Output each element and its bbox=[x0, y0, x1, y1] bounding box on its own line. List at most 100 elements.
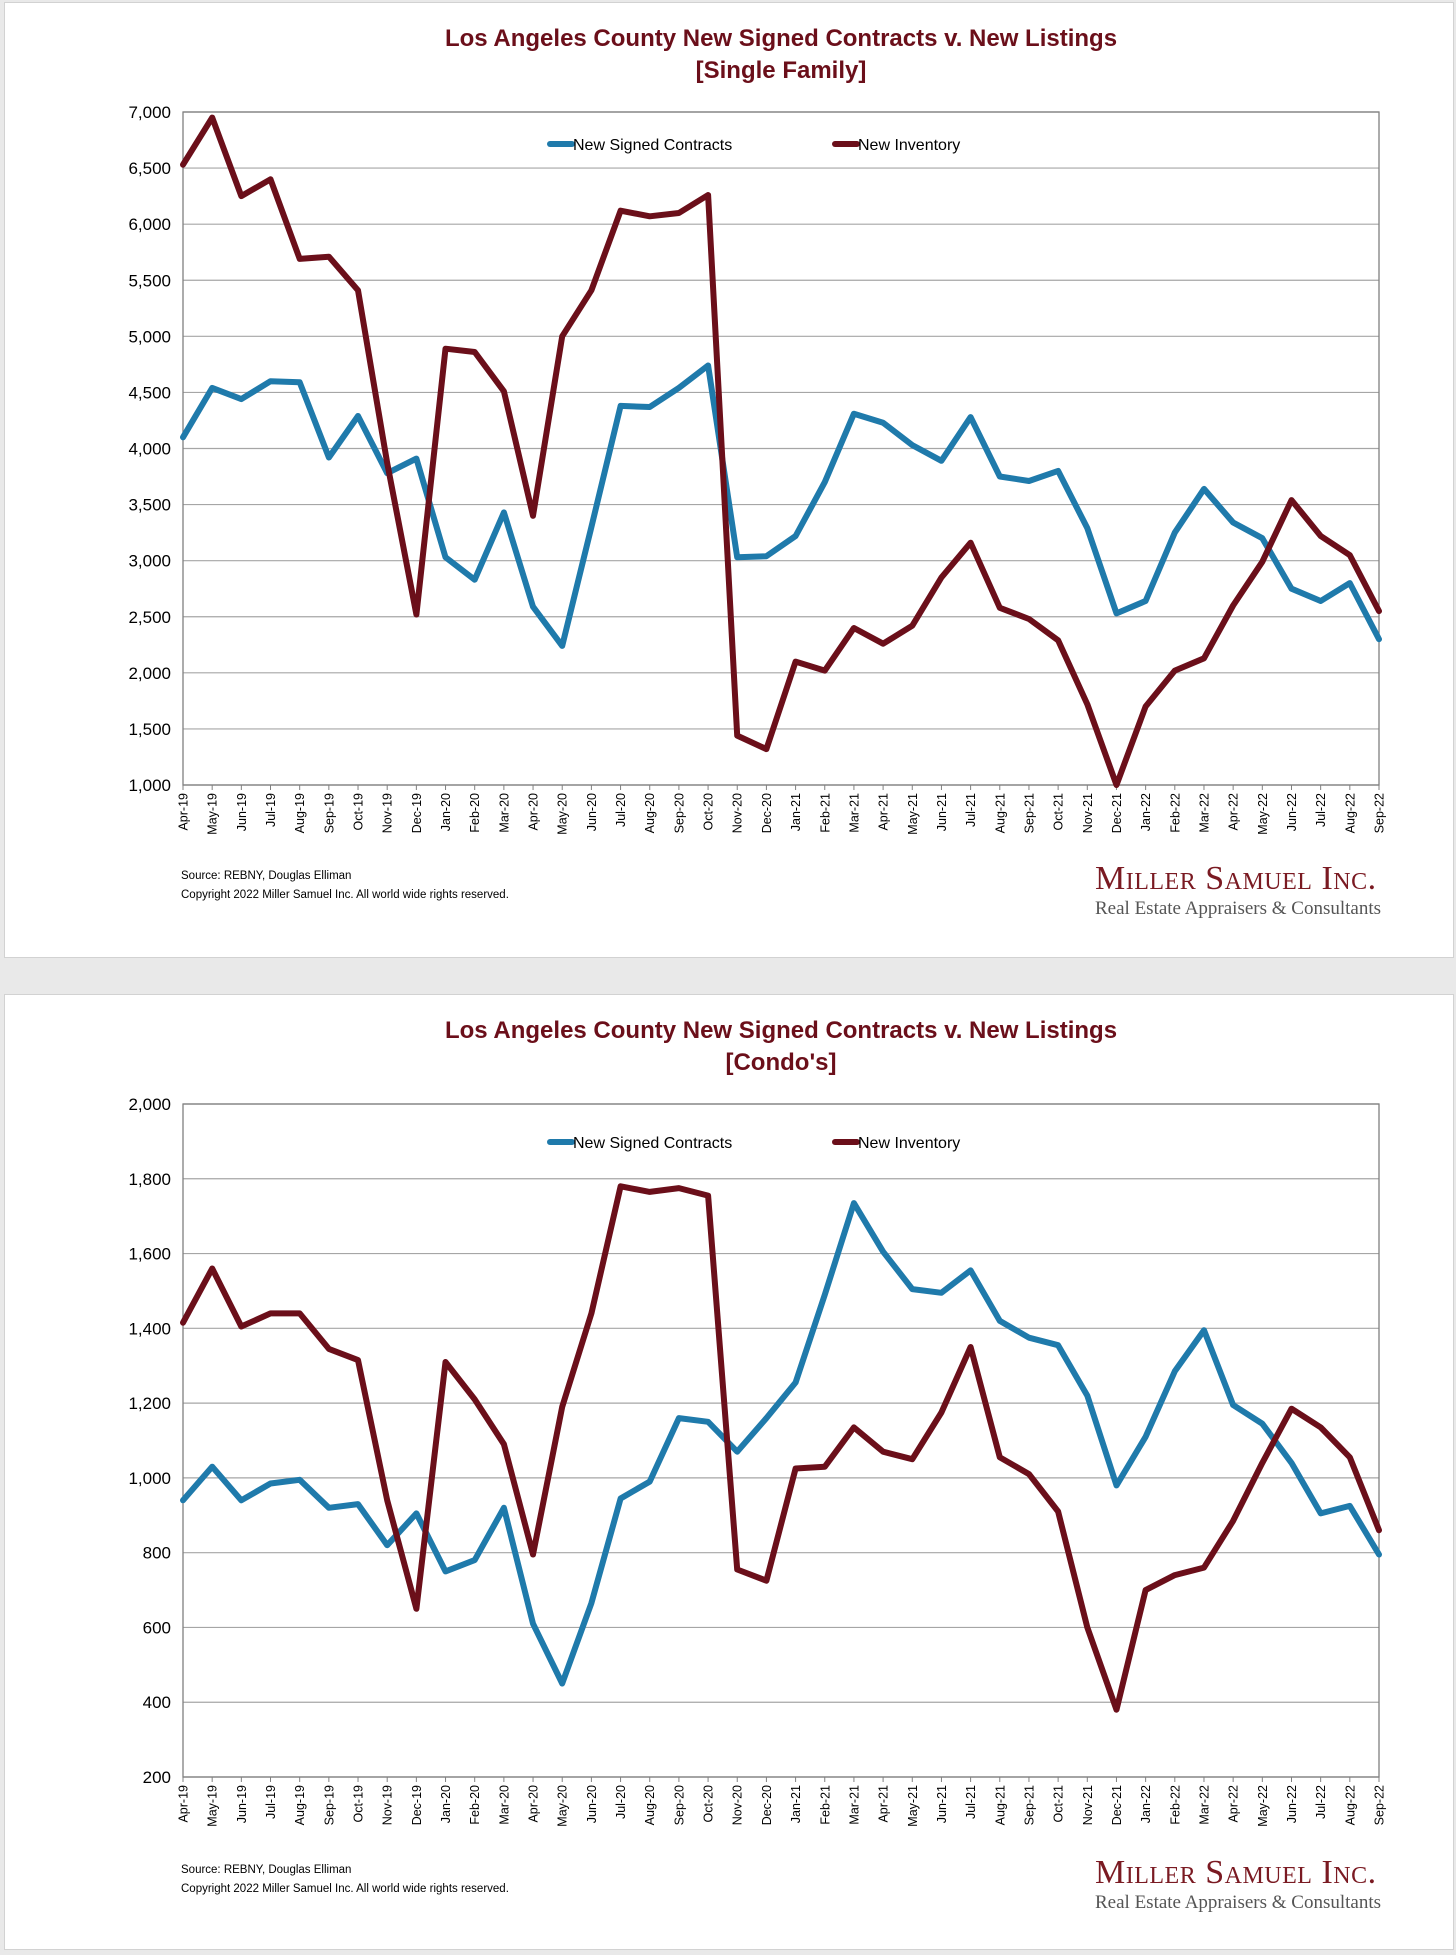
y-tick-label: 2,500 bbox=[128, 608, 171, 627]
x-tick-label: Feb-22 bbox=[1168, 1785, 1182, 1825]
x-tick-label: Apr-22 bbox=[1227, 793, 1241, 831]
x-tick-label: Oct-19 bbox=[352, 793, 366, 831]
x-tick-label: Mar-22 bbox=[1197, 1785, 1211, 1825]
logo-name: Miller Samuel Inc. bbox=[1095, 1854, 1377, 1891]
x-tick-label: May-19 bbox=[206, 1785, 220, 1827]
y-tick-label: 1,600 bbox=[128, 1245, 171, 1264]
x-tick-label: Jun-20 bbox=[585, 1785, 599, 1823]
x-tick-label: Aug-21 bbox=[993, 1785, 1007, 1825]
legend-label: New Signed Contracts bbox=[573, 1135, 732, 1152]
y-tick-label: 4,000 bbox=[128, 440, 171, 459]
x-tick-label: Apr-22 bbox=[1227, 1785, 1241, 1823]
x-tick-label: Jul-22 bbox=[1314, 1785, 1328, 1819]
y-tick-label: 1,200 bbox=[128, 1394, 171, 1413]
series-line-new-signed-contracts bbox=[180, 1200, 1382, 1687]
x-tick-label: Nov-21 bbox=[1081, 1785, 1095, 1825]
chart-panel-condos: Los Angeles County New Signed Contracts … bbox=[4, 994, 1454, 1950]
x-tick-label: Jul-20 bbox=[614, 1785, 628, 1819]
copyright-line: Copyright 2022 Miller Samuel Inc. All wo… bbox=[181, 1883, 509, 1895]
x-tick-label: Feb-20 bbox=[468, 793, 482, 833]
y-tick-label: 3,000 bbox=[128, 552, 171, 571]
x-tick-label: Nov-19 bbox=[381, 793, 395, 833]
legend-label: New Inventory bbox=[858, 1135, 960, 1152]
x-tick-label: Aug-22 bbox=[1343, 793, 1357, 833]
x-tick-label: Jan-20 bbox=[439, 1785, 453, 1823]
x-tick-label: Mar-21 bbox=[847, 1785, 861, 1825]
x-tick-label: Jul-22 bbox=[1314, 793, 1328, 827]
x-tick-label: Apr-21 bbox=[877, 1785, 891, 1823]
y-tick-label: 200 bbox=[143, 1768, 171, 1787]
source-note: Source: REBNY, Douglas Elliman Copyright… bbox=[181, 1861, 509, 1899]
x-tick-label: Jan-22 bbox=[1139, 793, 1153, 831]
x-tick-label: Jun-22 bbox=[1285, 793, 1299, 831]
y-tick-label: 800 bbox=[143, 1544, 171, 1563]
chart-single-family: Los Angeles County New Signed Contracts … bbox=[128, 25, 1387, 835]
x-tick-label: Jul-21 bbox=[964, 793, 978, 827]
y-tick-label: 1,800 bbox=[128, 1170, 171, 1189]
x-tick-label: May-22 bbox=[1256, 1785, 1270, 1827]
x-tick-label: May-22 bbox=[1256, 793, 1270, 835]
x-tick-label: Jan-22 bbox=[1139, 1785, 1153, 1823]
x-tick-label: Feb-22 bbox=[1168, 793, 1182, 833]
x-tick-label: Aug-21 bbox=[993, 793, 1007, 833]
logo-tagline: Real Estate Appraisers & Consultants bbox=[1095, 898, 1382, 919]
x-tick-label: Sep-22 bbox=[1373, 1785, 1387, 1825]
source-note: Source: REBNY, Douglas Elliman Copyright… bbox=[181, 867, 509, 905]
x-tick-label: Dec-20 bbox=[760, 1785, 774, 1825]
x-tick-label: Jan-20 bbox=[439, 793, 453, 831]
x-tick-label: Oct-20 bbox=[702, 1785, 716, 1823]
y-tick-label: 4,500 bbox=[128, 383, 171, 402]
x-tick-label: May-19 bbox=[206, 793, 220, 835]
x-tick-label: Dec-21 bbox=[1110, 1785, 1124, 1825]
x-tick-label: Jan-21 bbox=[789, 793, 803, 831]
chart-panel-single-family: Los Angeles County New Signed Contracts … bbox=[4, 2, 1454, 958]
x-tick-label: Feb-21 bbox=[818, 1785, 832, 1825]
x-tick-label: Sep-21 bbox=[1022, 793, 1036, 833]
chart-title: Los Angeles County New Signed Contracts … bbox=[445, 1017, 1117, 1044]
x-tick-label: Jul-19 bbox=[264, 1785, 278, 1819]
x-tick-label: Oct-19 bbox=[352, 1785, 366, 1823]
x-tick-label: Mar-20 bbox=[497, 793, 511, 833]
x-tick-label: Oct-20 bbox=[702, 793, 716, 831]
legend-label: New Inventory bbox=[858, 137, 960, 154]
x-tick-label: Mar-22 bbox=[1197, 793, 1211, 833]
x-tick-label: Jul-19 bbox=[264, 793, 278, 827]
series-line-new-inventory bbox=[180, 114, 1382, 788]
x-tick-label: Sep-19 bbox=[322, 793, 336, 833]
x-tick-label: Oct-21 bbox=[1052, 793, 1066, 831]
x-tick-label: May-21 bbox=[906, 793, 920, 835]
x-tick-label: Feb-20 bbox=[468, 1785, 482, 1825]
x-tick-label: Apr-20 bbox=[527, 793, 541, 831]
x-tick-label: Sep-21 bbox=[1022, 1785, 1036, 1825]
x-tick-label: Aug-20 bbox=[643, 1785, 657, 1825]
y-tick-label: 1,400 bbox=[128, 1319, 171, 1338]
x-tick-label: Sep-22 bbox=[1373, 793, 1387, 833]
legend-label: New Signed Contracts bbox=[573, 137, 732, 154]
y-tick-label: 5,500 bbox=[128, 271, 171, 290]
x-tick-label: Jan-21 bbox=[789, 1785, 803, 1823]
source-line: Source: REBNY, Douglas Elliman bbox=[181, 1864, 352, 1876]
x-tick-label: Apr-20 bbox=[527, 1785, 541, 1823]
y-tick-label: 2,000 bbox=[128, 1095, 171, 1114]
x-tick-label: Mar-21 bbox=[847, 793, 861, 833]
logo-name: Miller Samuel Inc. bbox=[1095, 860, 1377, 897]
plot-area-frame bbox=[182, 1103, 1380, 1778]
series-line-new-signed-contracts bbox=[180, 362, 1382, 649]
x-tick-label: Aug-19 bbox=[293, 793, 307, 833]
x-tick-label: Apr-19 bbox=[177, 793, 191, 831]
x-tick-label: Jun-21 bbox=[935, 793, 949, 831]
source-line: Source: REBNY, Douglas Elliman bbox=[181, 870, 352, 882]
x-tick-label: Feb-21 bbox=[818, 793, 832, 833]
x-tick-label: Jul-21 bbox=[964, 1785, 978, 1819]
copyright-line: Copyright 2022 Miller Samuel Inc. All wo… bbox=[181, 889, 509, 901]
y-tick-label: 3,500 bbox=[128, 496, 171, 515]
y-tick-label: 1,000 bbox=[128, 1469, 171, 1488]
y-tick-label: 5,000 bbox=[128, 327, 171, 346]
y-tick-label: 6,500 bbox=[128, 159, 171, 178]
x-tick-label: Nov-20 bbox=[731, 793, 745, 833]
x-tick-label: May-20 bbox=[556, 793, 570, 835]
x-tick-label: Dec-20 bbox=[760, 793, 774, 833]
chart-subtitle: [Condo's] bbox=[725, 1049, 836, 1076]
x-tick-label: Sep-20 bbox=[672, 793, 686, 833]
chart-subtitle: [Single Family] bbox=[696, 57, 867, 84]
